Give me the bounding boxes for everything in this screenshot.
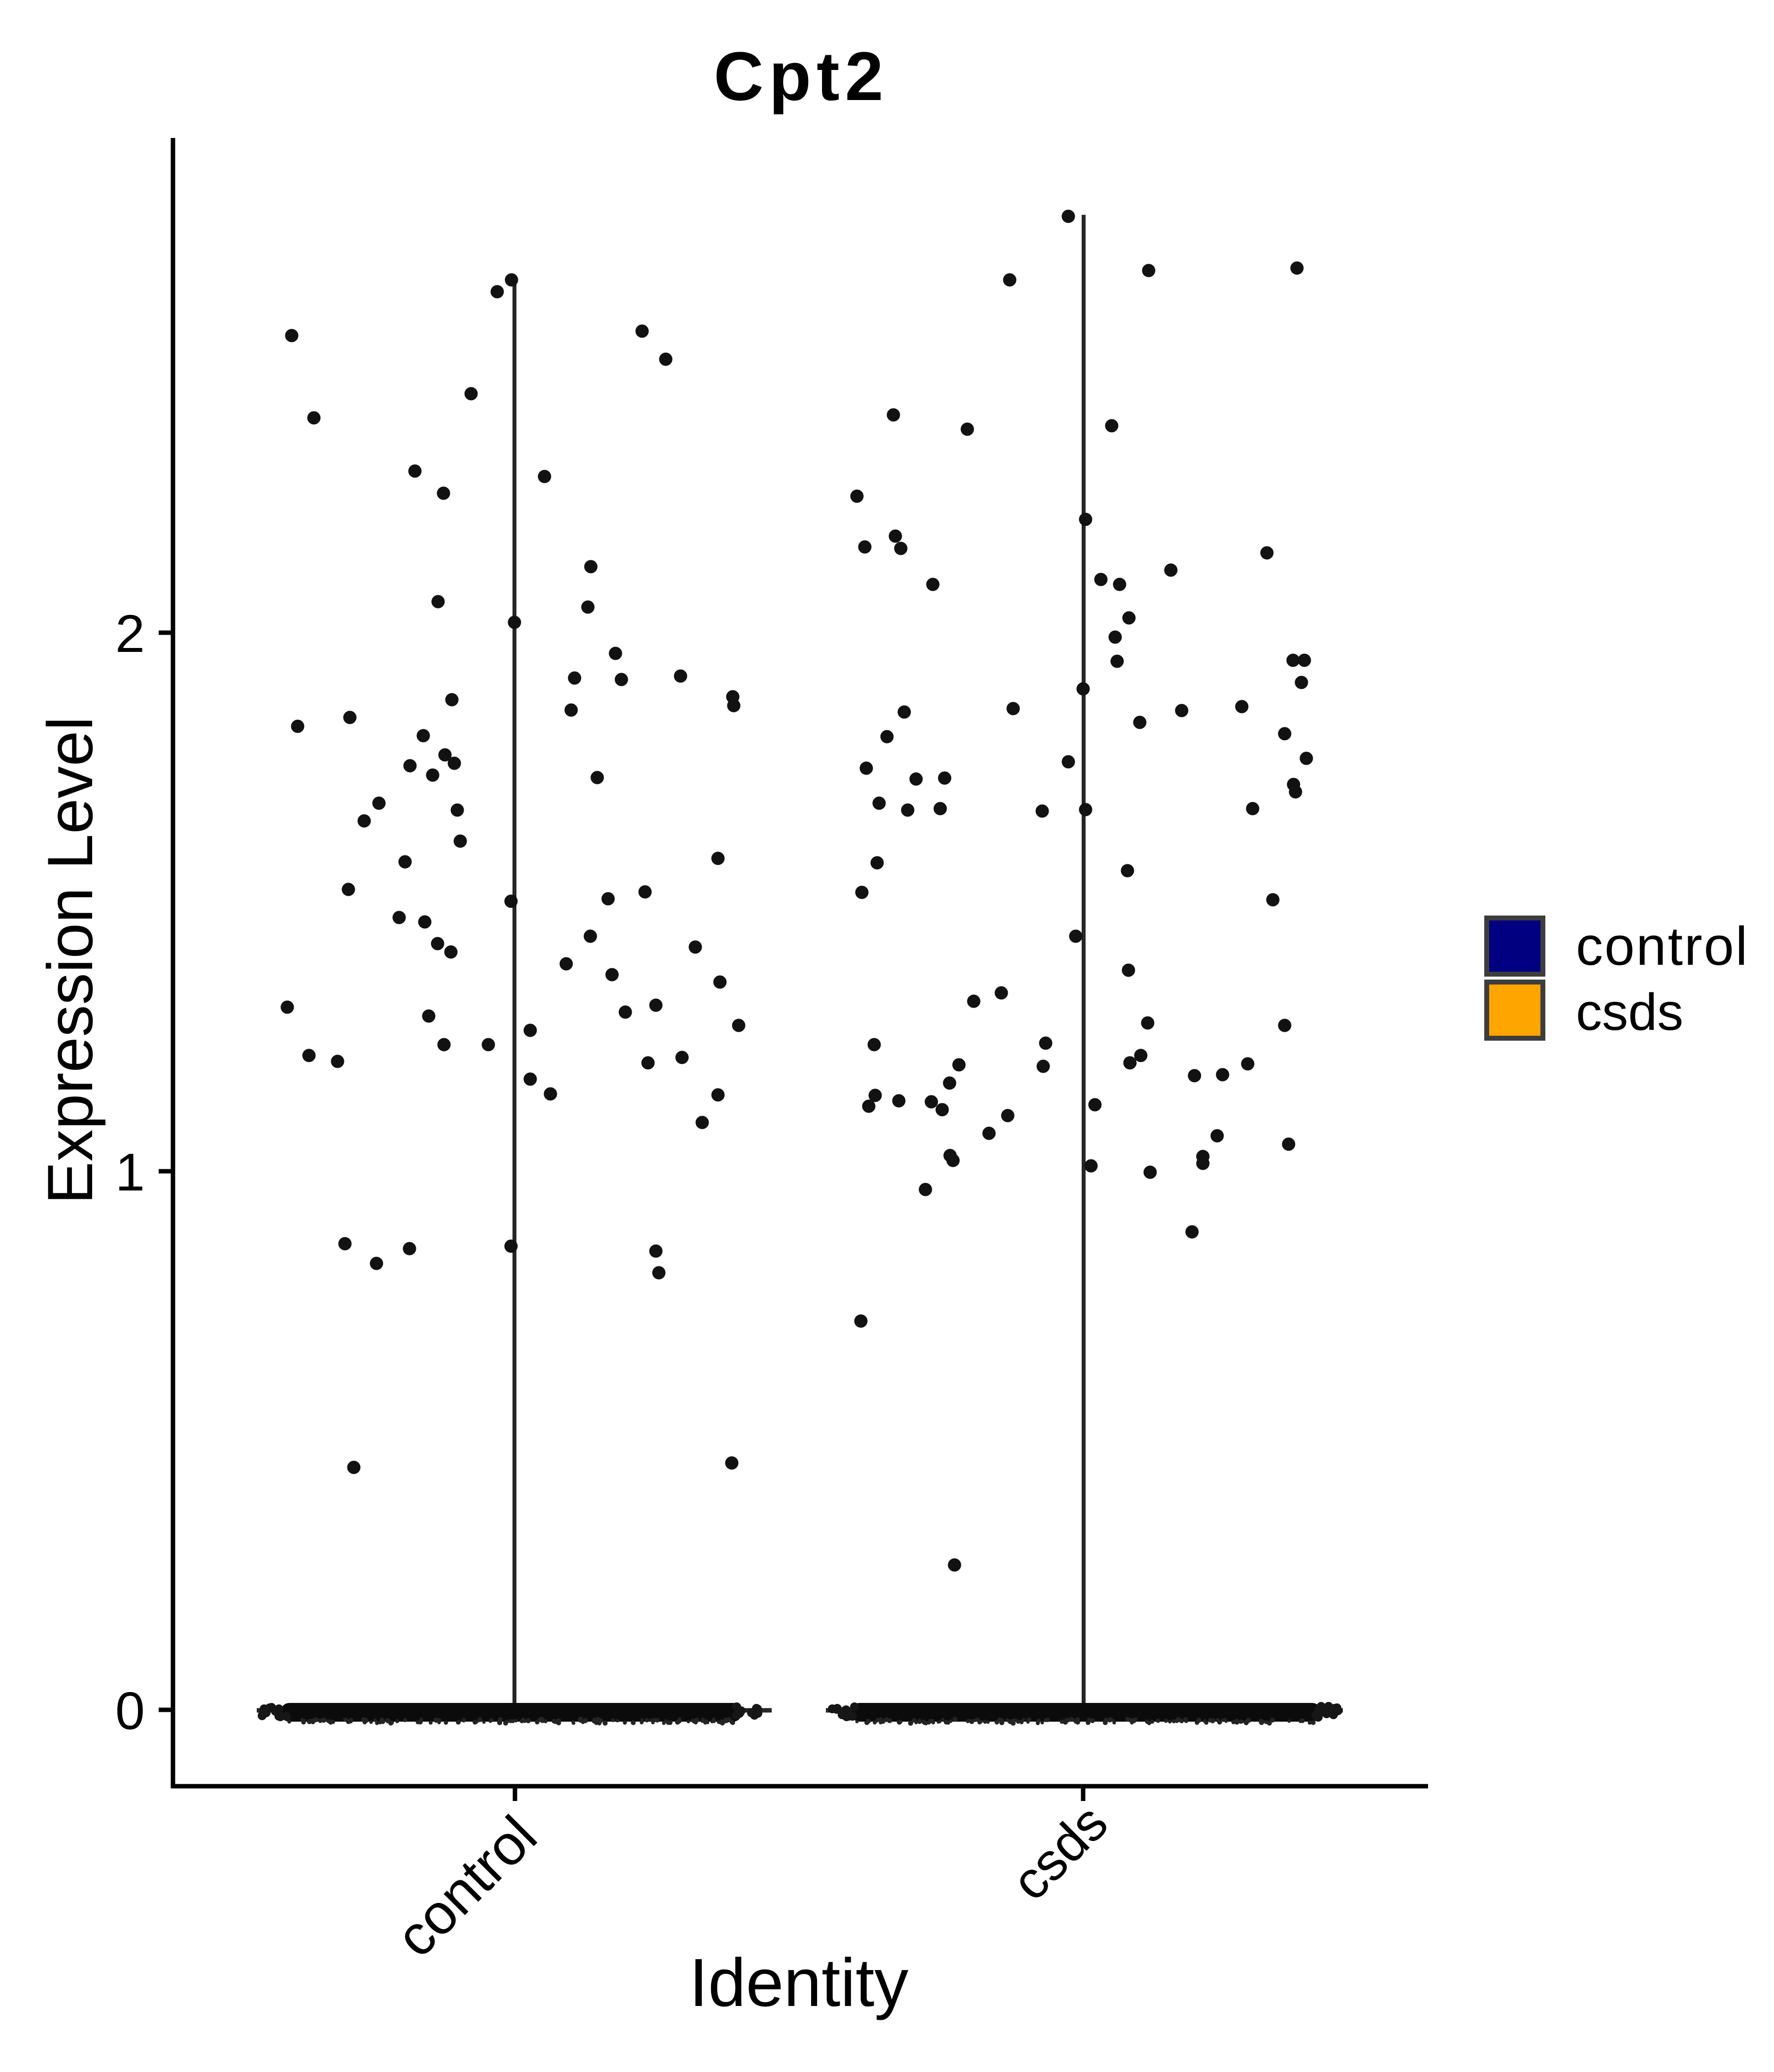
svg-text:control: control	[1576, 916, 1749, 977]
svg-text:Expression Level: Expression Level	[34, 716, 106, 1204]
svg-text:Identity: Identity	[689, 1945, 909, 2021]
svg-text:0: 0	[115, 1681, 145, 1740]
svg-text:1: 1	[115, 1142, 145, 1202]
svg-text:csds: csds	[1576, 983, 1683, 1041]
svg-text:Cpt2: Cpt2	[714, 37, 888, 115]
svg-text:2: 2	[115, 604, 145, 663]
